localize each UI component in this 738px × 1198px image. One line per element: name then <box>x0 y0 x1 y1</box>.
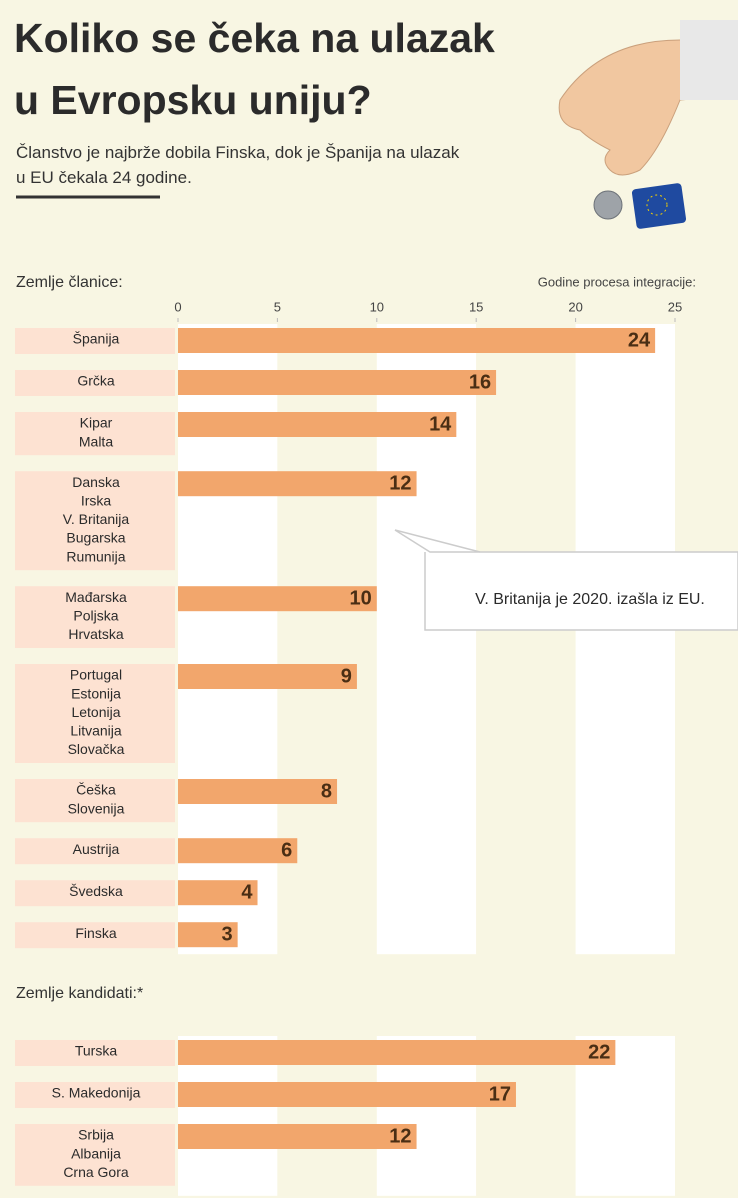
category-label: Albanija <box>71 1145 121 1161</box>
category-box <box>15 471 175 571</box>
category-label: Letonija <box>71 704 120 720</box>
category-label: Bugarska <box>66 530 125 546</box>
category-label: Austrija <box>73 841 120 857</box>
category-label: Litvanija <box>70 723 122 739</box>
category-box <box>15 1124 175 1186</box>
value-label: 10 <box>350 587 372 609</box>
section-title: Zemlje kandidati:* <box>16 985 143 1002</box>
bar <box>178 370 497 395</box>
category-label: Poljska <box>73 608 118 624</box>
category-label: Slovenija <box>68 800 125 816</box>
grid-stripe <box>476 324 576 955</box>
category-label: S. Makedonija <box>52 1085 141 1101</box>
bar <box>178 471 417 497</box>
value-label: 16 <box>469 371 491 393</box>
annotation-text: V. Britanija je 2020. izašla iz EU. <box>475 591 705 608</box>
axis-label: Godine procesa integracije: <box>538 274 696 289</box>
value-label: 24 <box>628 329 651 351</box>
plot: Zemlje članice: 0 5 10 15 20 25 Španija 24 Grčka 1… <box>15 274 682 1196</box>
x-tick-label: 15 <box>469 299 483 314</box>
x-tick-label: 0 <box>174 299 181 314</box>
category-label: Turska <box>75 1043 117 1059</box>
sleeve <box>680 20 738 100</box>
category-label: Grčka <box>77 373 115 389</box>
callout-pointer <box>394 529 481 553</box>
grid-stripe <box>575 324 675 955</box>
callout-box <box>394 529 738 631</box>
category-label: Portugal <box>70 667 122 683</box>
value-label: 8 <box>321 780 332 802</box>
bar <box>178 880 258 906</box>
subtitle-line: u EU čekala 24 godine. <box>16 168 192 187</box>
value-label: 6 <box>281 839 292 861</box>
category-label: Danska <box>72 474 120 490</box>
bar <box>178 838 298 864</box>
category-box <box>15 1040 175 1066</box>
value-label: 4 <box>241 881 253 903</box>
bar <box>178 1040 616 1065</box>
annotation: V. Britanija je 2020. izašla iz EU. <box>394 529 738 631</box>
title-line: Koliko se čeka na ulazak <box>14 15 495 61</box>
bar <box>178 1124 417 1149</box>
bar <box>178 1082 516 1107</box>
bar <box>178 664 357 689</box>
value-label: 12 <box>389 472 411 494</box>
value-label: 3 <box>222 923 233 945</box>
x-tick-label: 5 <box>274 299 281 314</box>
category-box <box>15 779 175 823</box>
category-box <box>15 1082 175 1108</box>
bar <box>178 328 656 353</box>
category-box <box>15 838 175 865</box>
category-label: Malta <box>79 433 113 449</box>
category-label: Rumunija <box>66 548 125 564</box>
category-label: Švedska <box>69 883 123 899</box>
category-label: Slovačka <box>68 741 125 757</box>
x-tick-label: 25 <box>668 299 682 314</box>
hand-illustration <box>558 20 738 229</box>
value-label: 14 <box>429 413 452 435</box>
bar <box>178 412 457 437</box>
bar <box>178 922 238 948</box>
value-label: 17 <box>489 1083 511 1105</box>
title-line: u Evropsku uniju? <box>14 77 372 123</box>
category-box <box>15 880 175 907</box>
category-label: Srbija <box>78 1127 114 1143</box>
bar <box>178 586 377 612</box>
category-box <box>15 328 175 354</box>
section-title: Zemlje članice: <box>16 274 123 291</box>
value-label: 9 <box>341 665 352 687</box>
category-label: Španija <box>73 331 120 347</box>
category-label: Hrvatska <box>68 626 123 642</box>
x-tick-label: 10 <box>370 299 384 314</box>
category-label: V. Britanija <box>63 511 130 527</box>
x-tick-label: 20 <box>568 299 582 314</box>
category-label: Mađarska <box>65 589 127 605</box>
category-box <box>15 586 175 648</box>
category-label: Crna Gora <box>63 1164 129 1180</box>
value-label: 12 <box>389 1125 411 1147</box>
category-box <box>15 412 175 456</box>
category-box <box>15 664 175 763</box>
category-box <box>15 370 175 396</box>
category-label: Kipar <box>80 415 113 431</box>
category-label: Estonija <box>71 685 121 701</box>
bar <box>178 779 338 804</box>
value-label: 22 <box>588 1041 610 1063</box>
subtitle-line: Članstvo je najbrže dobila Finska, dok j… <box>16 143 460 162</box>
category-label: Irska <box>81 493 112 509</box>
category-label: Finska <box>75 925 116 941</box>
category-box <box>15 922 175 949</box>
category-label: Češka <box>76 782 116 798</box>
